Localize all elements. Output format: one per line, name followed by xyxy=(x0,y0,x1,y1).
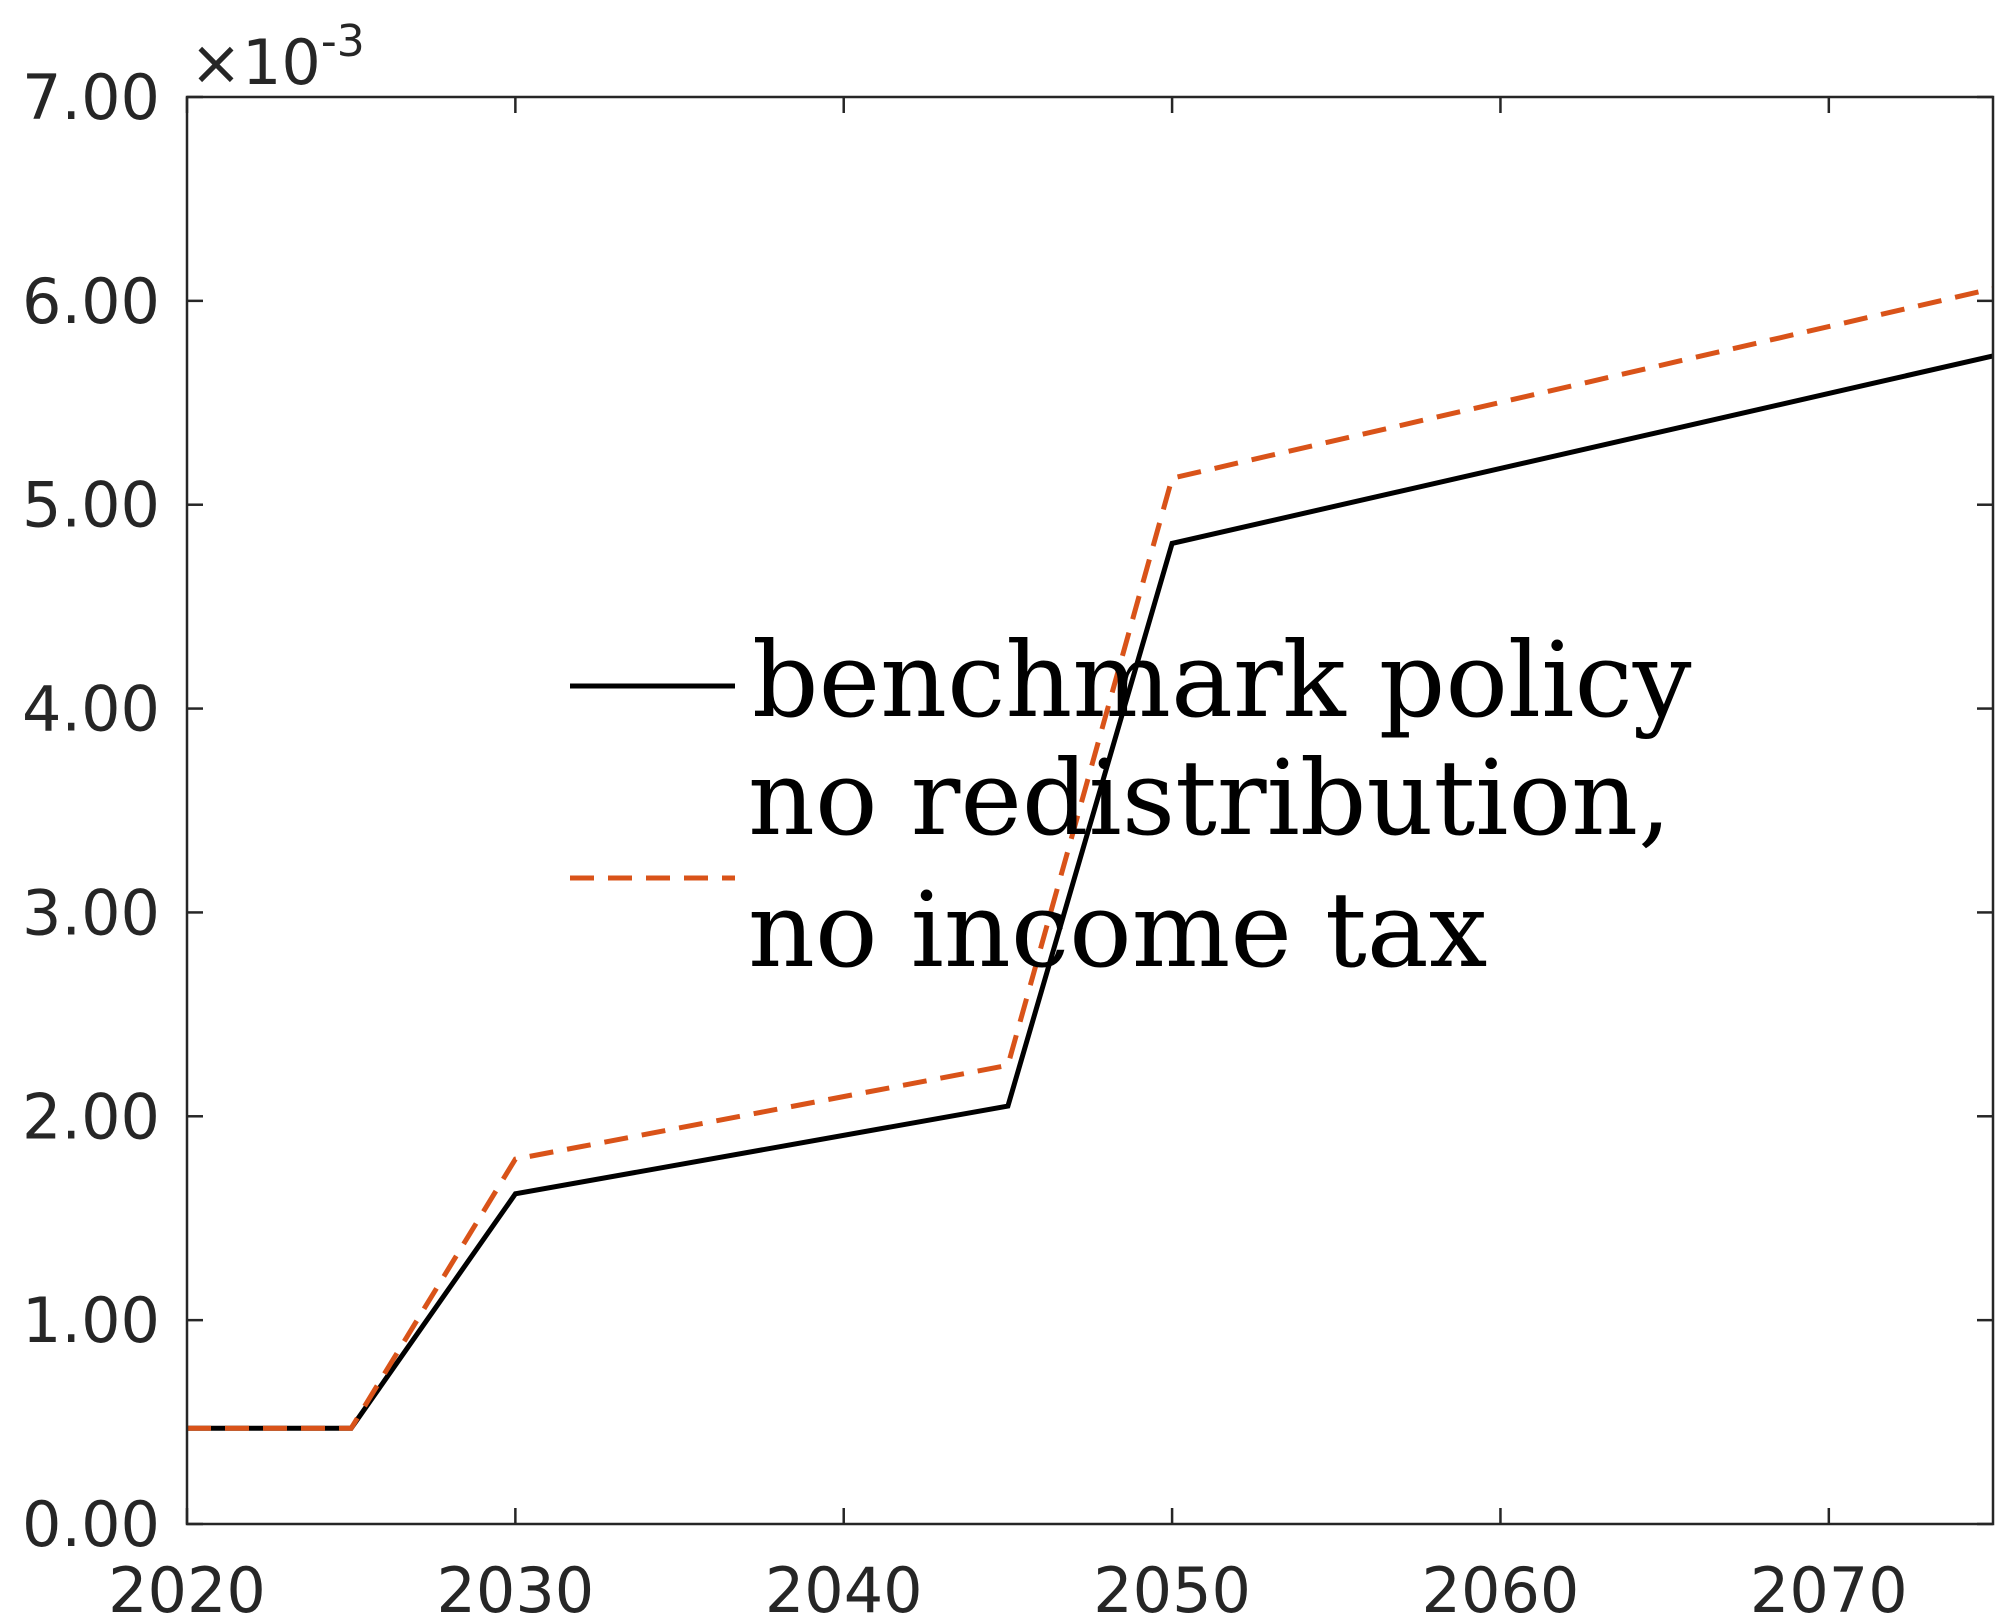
y-tick-labels: 0.00 1.00 2.00 3.00 4.00 5.00 6.00 7.00 xyxy=(22,61,160,1561)
legend: benchmark policy no redistribution, no i… xyxy=(570,619,1692,991)
series-layer xyxy=(187,286,1994,1431)
y-tick-label-0: 0.00 xyxy=(22,1488,160,1561)
x-tick-label-1: 2030 xyxy=(436,1554,594,1622)
y-multiplier-text: ×10-3 xyxy=(190,16,365,99)
y-tick-label-6: 6.00 xyxy=(22,265,160,338)
legend-label-no-redistribution-line-2: no income tax xyxy=(748,869,1487,991)
y-tick-label-3: 3.00 xyxy=(22,876,160,949)
y-tick-label-2: 2.00 xyxy=(22,1080,160,1153)
y-tick-label-1: 1.00 xyxy=(22,1284,160,1357)
ticks-layer xyxy=(185,95,1993,1526)
x-tick-labels: 2020 2030 2040 2050 2060 2070 xyxy=(108,1554,1908,1622)
x-tick-label-2: 2040 xyxy=(765,1554,923,1622)
legend-label-benchmark-policy: benchmark policy xyxy=(752,619,1692,741)
x-tick-label-5: 2070 xyxy=(1750,1554,1908,1622)
y-tick-label-7: 7.00 xyxy=(22,61,160,134)
y-tick-label-4: 4.00 xyxy=(22,673,160,746)
axes-box xyxy=(185,95,1995,1526)
x-tick-label-4: 2060 xyxy=(1422,1554,1580,1622)
x-tick-label-0: 2020 xyxy=(108,1554,266,1622)
series-line-1 xyxy=(187,286,1994,1431)
x-tick-label-3: 2050 xyxy=(1093,1554,1251,1622)
legend-label-no-redistribution-line-1: no redistribution, xyxy=(748,737,1671,859)
y-axis-exponent: ×10-3 xyxy=(190,16,365,99)
y-tick-label-5: 5.00 xyxy=(22,469,160,542)
